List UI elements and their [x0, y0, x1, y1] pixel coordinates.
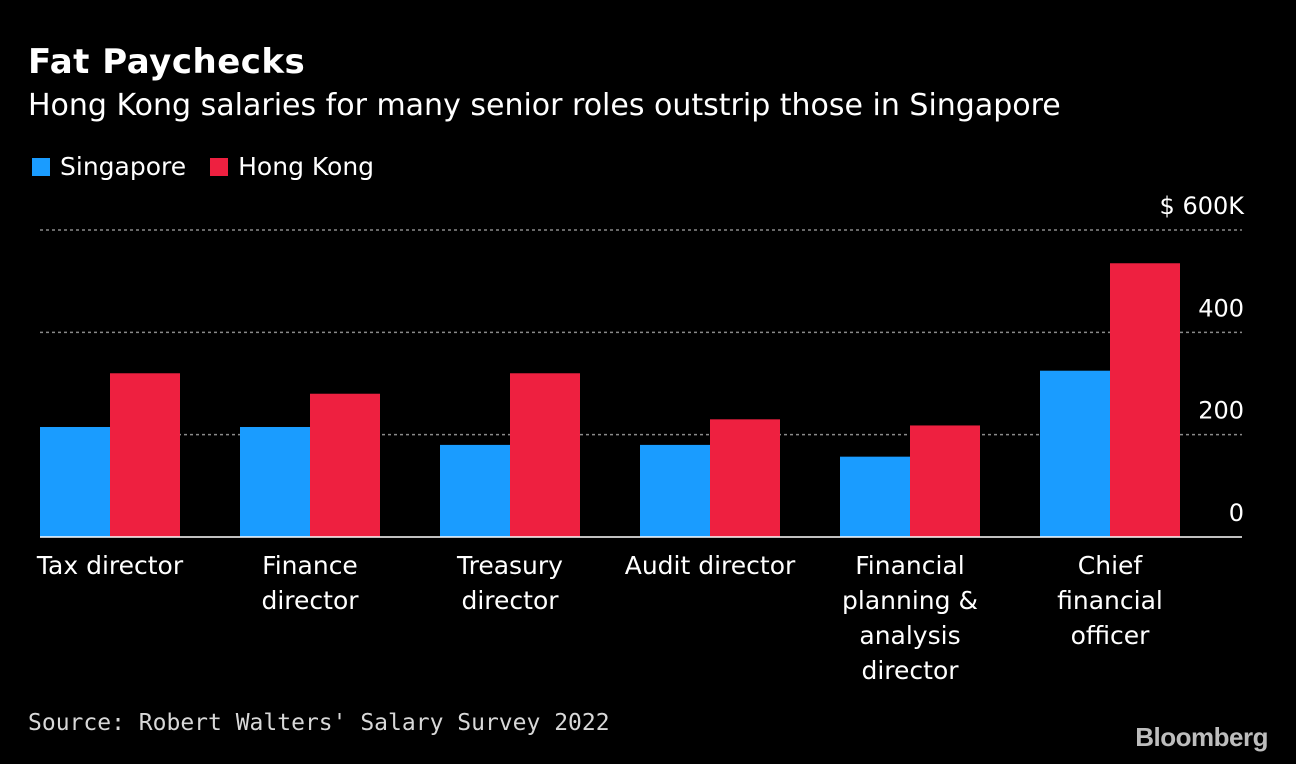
x-tick-label-1-0: Finance: [262, 551, 358, 580]
y-tick-label-400: 400: [1198, 294, 1244, 322]
x-tick-label-2-0: Treasury: [456, 551, 563, 580]
x-tick-label-0-0: Tax director: [36, 551, 184, 580]
bar-hong-kong-1: [310, 393, 380, 537]
x-tick-label-1-1: director: [261, 586, 359, 615]
chart-subtitle: Hong Kong salaries for many senior roles…: [28, 88, 1061, 123]
x-tick-label-4-1: planning &: [842, 586, 978, 615]
bar-singapore-0: [40, 426, 110, 537]
x-tick-label-5-1: financial: [1057, 586, 1163, 615]
bar-singapore-2: [440, 444, 510, 537]
bar-hong-kong-0: [110, 373, 180, 537]
legend-swatch-singapore: [32, 157, 50, 176]
x-tick-label-4-0: Financial: [855, 551, 964, 580]
bar-hong-kong-4: [910, 425, 980, 537]
legend-item-singapore: Singapore: [32, 152, 186, 181]
y-tick-label-0: 0: [1229, 499, 1244, 527]
chart-title: Fat Paychecks: [28, 42, 306, 82]
source-note: Source: Robert Walters' Salary Survey 20…: [28, 710, 610, 736]
bloomberg-logo: Bloomberg: [1135, 722, 1268, 752]
y-tick-label-600: $ 600K: [1160, 192, 1246, 220]
x-tick-label-2-1: director: [461, 586, 559, 615]
bar-singapore-3: [640, 444, 710, 537]
legend-label-singapore: Singapore: [60, 152, 187, 181]
y-tick-label-200: 200: [1198, 397, 1244, 425]
bar-hong-kong-5: [1110, 263, 1180, 537]
legend-swatch-hong-kong: [210, 157, 229, 176]
x-tick-label-5-2: officer: [1071, 621, 1151, 650]
bar-hong-kong-3: [710, 419, 780, 537]
legend-label-hong-kong: Hong Kong: [238, 152, 375, 181]
legend: Singapore Hong Kong: [32, 152, 398, 181]
bar-singapore-4: [840, 456, 910, 537]
bar-singapore-5: [1040, 370, 1110, 537]
x-tick-label-5-0: Chief: [1078, 551, 1144, 580]
x-tick-label-3-0: Audit director: [625, 551, 796, 580]
x-tick-label-4-2: analysis: [859, 621, 960, 650]
bar-singapore-1: [240, 426, 310, 537]
bar-hong-kong-2: [510, 373, 580, 537]
legend-item-hong-kong: Hong Kong: [210, 152, 374, 181]
x-tick-label-4-3: director: [861, 656, 959, 685]
